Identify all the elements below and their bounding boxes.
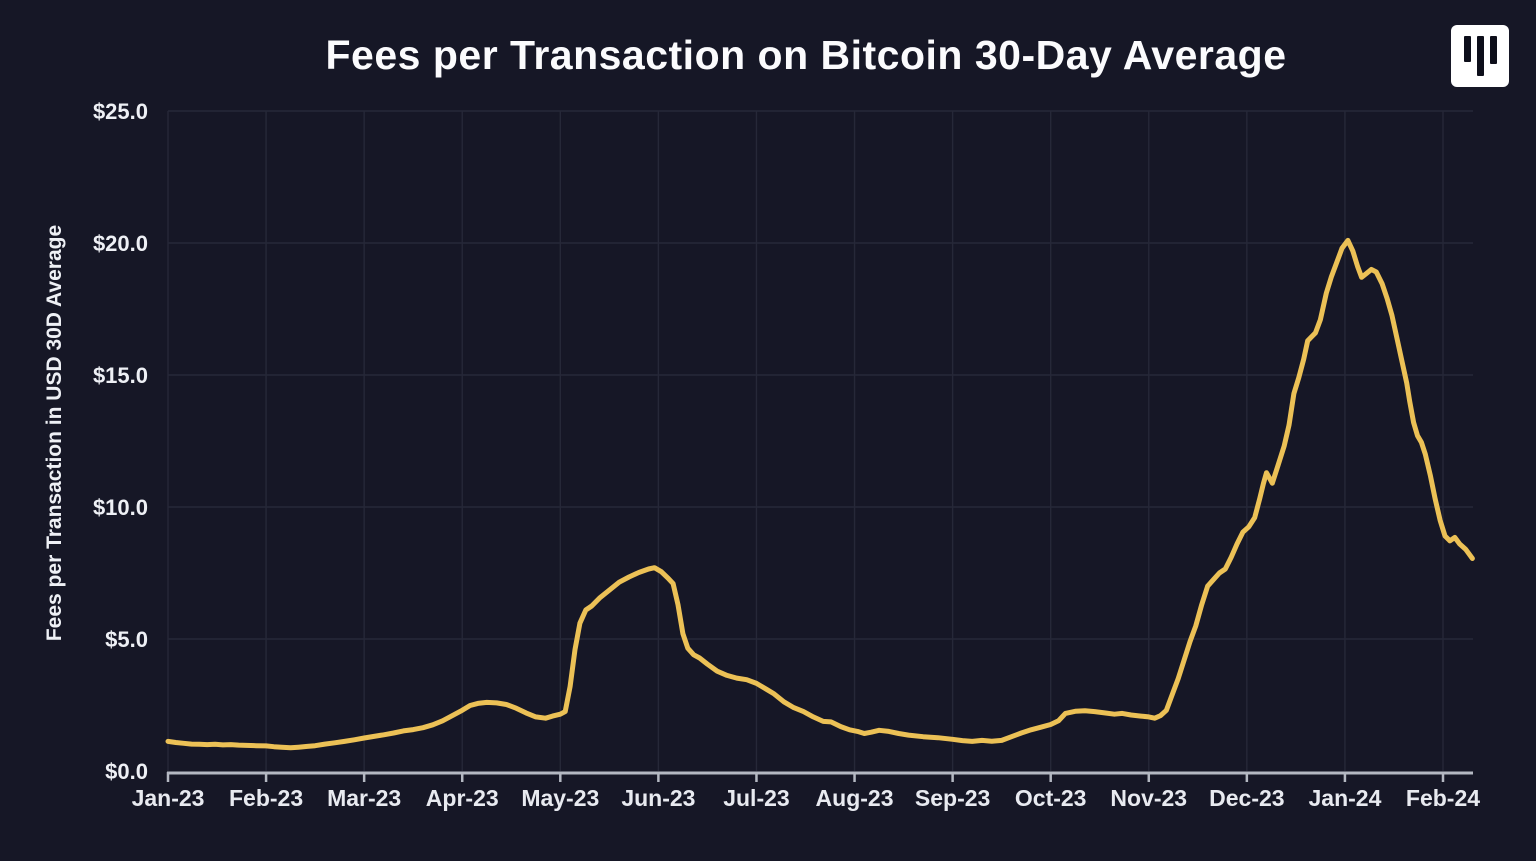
x-tick-label: Jul-23 <box>723 785 789 811</box>
x-gridlines <box>167 111 1444 771</box>
x-tick-label: Jan-24 <box>1308 785 1381 811</box>
fee-line-series <box>165 237 1475 751</box>
y-tick-label: $5.0 <box>105 627 148 652</box>
x-tick-label: Feb-23 <box>229 785 303 811</box>
x-tick-label: Dec-23 <box>1209 785 1284 811</box>
x-tick-label: Apr-23 <box>426 785 499 811</box>
x-tick-label: May-23 <box>521 785 599 811</box>
x-tick-label: Oct-23 <box>1015 785 1087 811</box>
x-tick-label: Mar-23 <box>327 785 401 811</box>
pantera-logo-icon <box>1451 25 1509 87</box>
x-tick-labels: Jan-23 Feb-23 Mar-23 Apr-23 May-23 Jun-23 Jul-… <box>132 785 1481 811</box>
x-tick-label: Sep-23 <box>915 785 990 811</box>
x-tick-label: Aug-23 <box>816 785 894 811</box>
x-tick-label: Jan-23 <box>132 785 205 811</box>
y-tick-label: $0.0 <box>105 759 148 784</box>
logo-bar-right <box>1489 36 1497 64</box>
x-tick-label: Feb-24 <box>1406 785 1480 811</box>
logo-bar-left <box>1463 36 1471 62</box>
x-tick-label: Jun-23 <box>621 785 695 811</box>
y-tick-label: $20.0 <box>93 231 148 256</box>
chart-title: Fees per Transaction on Bitcoin 30-Day A… <box>325 32 1287 78</box>
logo-bar-middle <box>1476 36 1484 76</box>
y-tick-label: $25.0 <box>93 99 148 124</box>
y-tick-labels: $0.0 $5.0 $10.0 $15.0 $20.0 $25.0 <box>93 99 148 784</box>
x-tick-label: Nov-23 <box>1110 785 1187 811</box>
y-tick-label: $15.0 <box>93 363 148 388</box>
y-tick-label: $10.0 <box>93 495 148 520</box>
